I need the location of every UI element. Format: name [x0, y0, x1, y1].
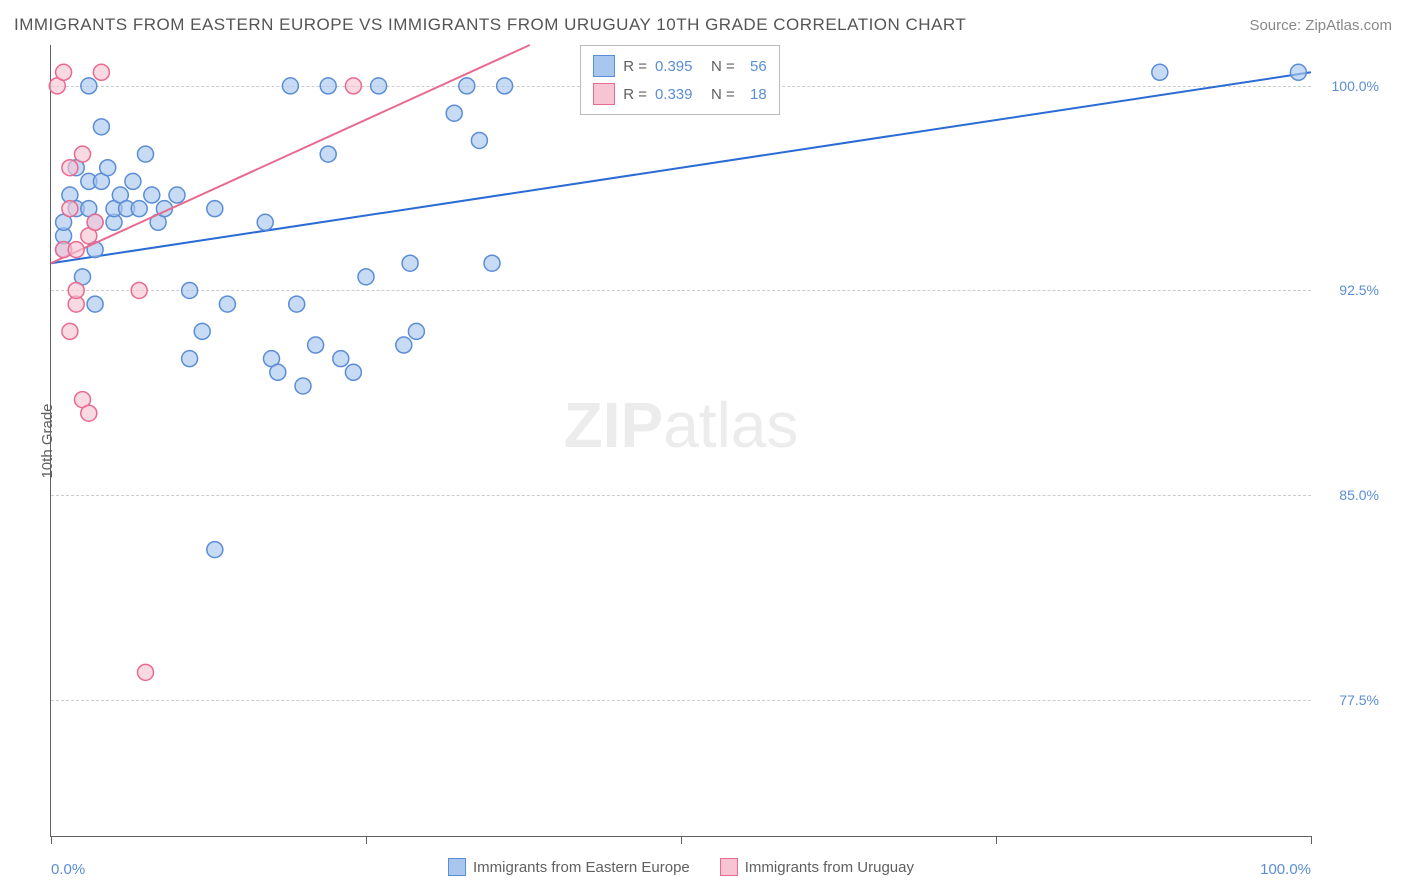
data-point: [497, 78, 513, 94]
data-point: [282, 78, 298, 94]
data-point: [207, 542, 223, 558]
stats-n-label-0: N =: [711, 58, 735, 75]
plot-svg: [51, 45, 1311, 836]
data-point: [62, 323, 78, 339]
data-point: [75, 146, 91, 162]
stats-swatch-1: [593, 83, 615, 105]
data-point: [182, 282, 198, 298]
data-point: [182, 351, 198, 367]
legend-item-0: Immigrants from Eastern Europe: [448, 858, 690, 876]
stats-swatch-0: [593, 55, 615, 77]
data-point: [308, 337, 324, 353]
plot-area: ZIPatlas 77.5%85.0%92.5%100.0% R = 0.395…: [50, 45, 1311, 837]
x-tick: [681, 836, 682, 844]
data-point: [62, 201, 78, 217]
data-point: [93, 119, 109, 135]
chart-header: IMMIGRANTS FROM EASTERN EUROPE VS IMMIGR…: [14, 10, 1392, 40]
data-point: [138, 146, 154, 162]
stats-n-value-0: 56: [743, 58, 767, 75]
data-point: [1290, 64, 1306, 80]
data-point: [125, 173, 141, 189]
data-point: [446, 105, 462, 121]
y-tick-label: 100.0%: [1319, 78, 1379, 94]
legend-label-0: Immigrants from Eastern Europe: [473, 859, 690, 876]
stats-n-value-1: 18: [743, 86, 767, 103]
bottom-legend: Immigrants from Eastern Europe Immigrant…: [448, 858, 914, 876]
data-point: [402, 255, 418, 271]
data-point: [100, 160, 116, 176]
stats-r-value-0: 0.395: [655, 58, 703, 75]
data-point: [1152, 64, 1168, 80]
x-tick: [996, 836, 997, 844]
data-point: [93, 64, 109, 80]
data-point: [68, 242, 84, 258]
data-point: [345, 78, 361, 94]
x-tick: [366, 836, 367, 844]
data-point: [81, 78, 97, 94]
stats-row-1: R = 0.339 N = 18: [593, 80, 767, 108]
data-point: [144, 187, 160, 203]
data-point: [62, 160, 78, 176]
data-point: [408, 323, 424, 339]
data-point: [484, 255, 500, 271]
legend-label-1: Immigrants from Uruguay: [745, 859, 914, 876]
data-point: [295, 378, 311, 394]
legend-swatch-1: [720, 858, 738, 876]
data-point: [471, 132, 487, 148]
data-point: [289, 296, 305, 312]
chart-title: IMMIGRANTS FROM EASTERN EUROPE VS IMMIGR…: [14, 15, 966, 35]
y-tick-label: 92.5%: [1319, 282, 1379, 298]
x-tick: [51, 836, 52, 844]
data-point: [138, 664, 154, 680]
x-min-label: 0.0%: [51, 861, 85, 878]
stats-r-label-0: R =: [623, 58, 647, 75]
data-point: [371, 78, 387, 94]
stats-legend-box: R = 0.395 N = 56 R = 0.339 N = 18: [580, 45, 780, 115]
data-point: [87, 214, 103, 230]
data-point: [333, 351, 349, 367]
x-max-label: 100.0%: [1260, 861, 1311, 878]
data-point: [131, 201, 147, 217]
data-point: [459, 78, 475, 94]
stats-r-label-1: R =: [623, 86, 647, 103]
data-point: [320, 146, 336, 162]
chart-source: Source: ZipAtlas.com: [1249, 17, 1392, 34]
y-tick-label: 77.5%: [1319, 692, 1379, 708]
legend-swatch-0: [448, 858, 466, 876]
legend-item-1: Immigrants from Uruguay: [720, 858, 914, 876]
data-point: [56, 64, 72, 80]
data-point: [257, 214, 273, 230]
y-tick-label: 85.0%: [1319, 487, 1379, 503]
data-point: [270, 364, 286, 380]
data-point: [219, 296, 235, 312]
data-point: [320, 78, 336, 94]
data-point: [194, 323, 210, 339]
data-point: [207, 201, 223, 217]
chart-container: 10th Grade ZIPatlas 77.5%85.0%92.5%100.0…: [50, 45, 1381, 837]
data-point: [68, 282, 84, 298]
data-point: [131, 282, 147, 298]
stats-n-label-1: N =: [711, 86, 735, 103]
data-point: [87, 296, 103, 312]
data-point: [396, 337, 412, 353]
stats-row-0: R = 0.395 N = 56: [593, 52, 767, 80]
data-point: [345, 364, 361, 380]
data-point: [81, 405, 97, 421]
data-point: [169, 187, 185, 203]
data-point: [358, 269, 374, 285]
stats-r-value-1: 0.339: [655, 86, 703, 103]
x-tick: [1311, 836, 1312, 844]
